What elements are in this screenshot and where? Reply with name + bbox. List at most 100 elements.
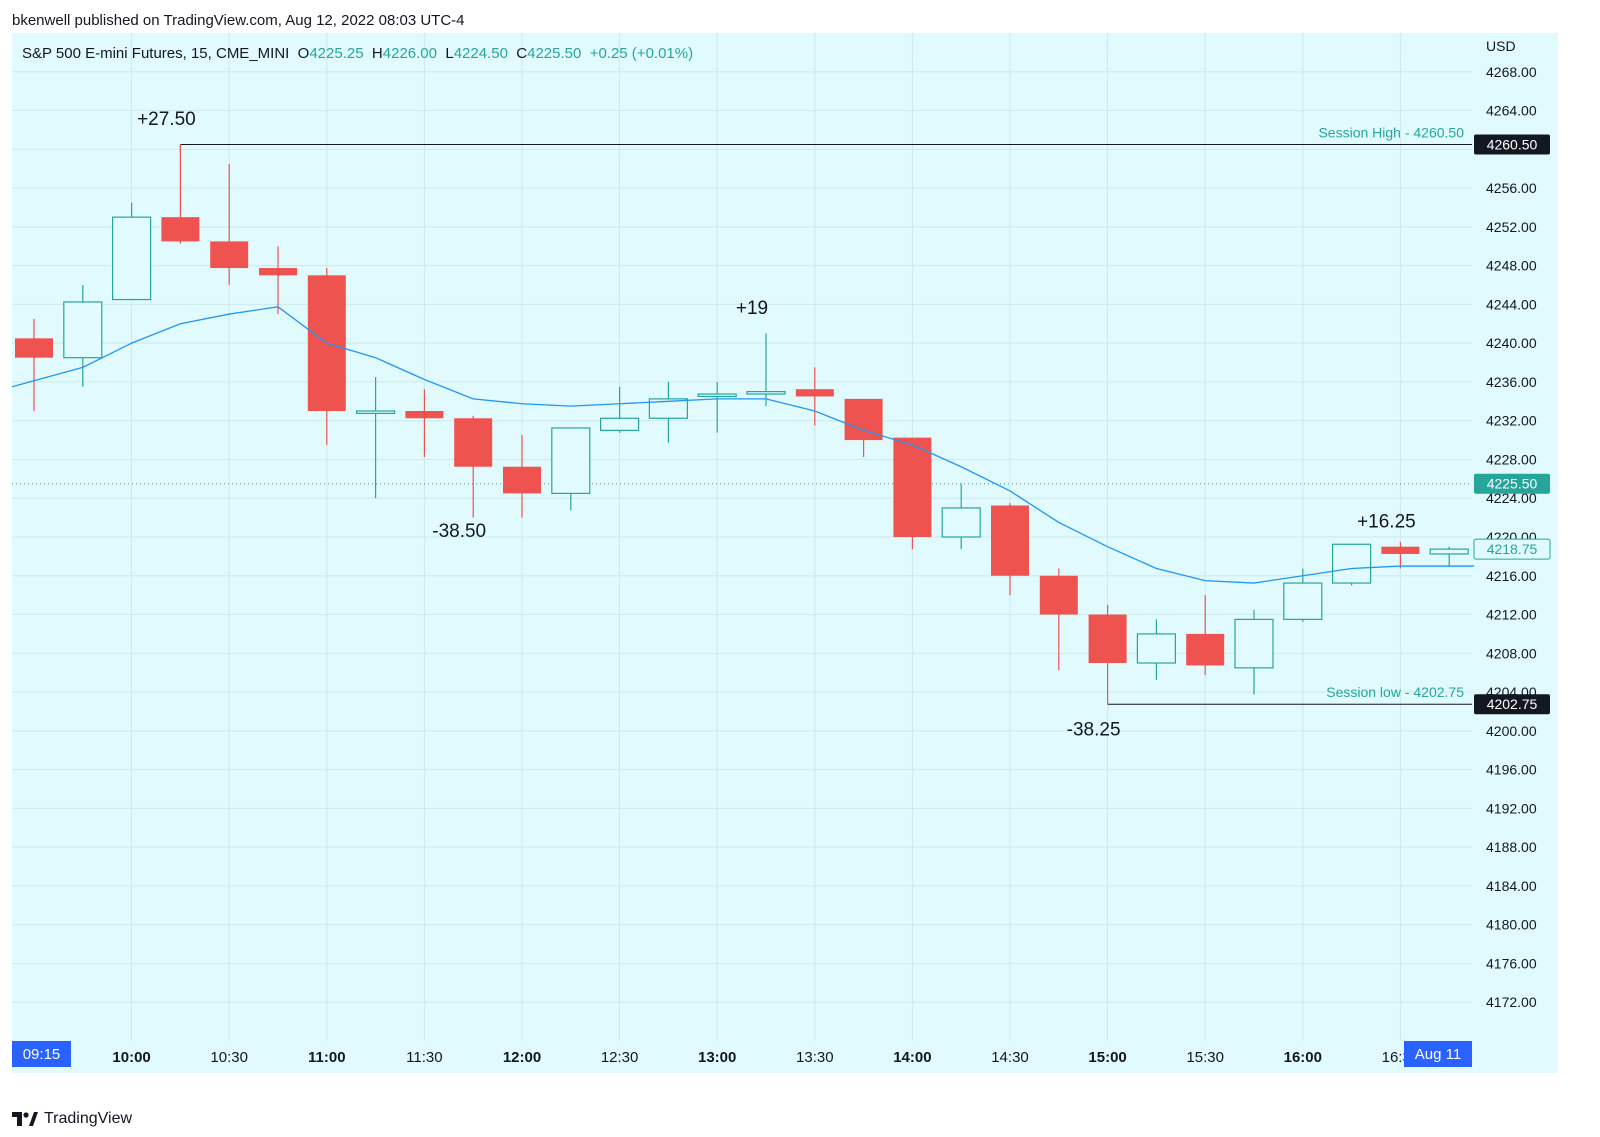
price-tick-label: 4244.00 [1486, 296, 1537, 312]
candle[interactable] [356, 377, 396, 499]
candle[interactable] [1429, 546, 1469, 567]
price-tick-label: 4216.00 [1486, 568, 1537, 584]
candle[interactable] [697, 381, 737, 433]
candle[interactable] [1136, 619, 1177, 680]
change-annotation: -38.25 [1067, 720, 1121, 741]
change-annotation: -38.50 [432, 521, 486, 542]
gridlines [12, 33, 1472, 1041]
candle-body-bull[interactable] [551, 427, 591, 494]
price-tick-label: 4268.00 [1486, 64, 1537, 80]
session-low-price-tag [1474, 694, 1550, 715]
time-tick-label: 11:00 [308, 1049, 346, 1066]
candle-body-bear[interactable] [991, 505, 1029, 576]
time-axis-background [12, 1041, 1558, 1073]
chart-container[interactable]: Session High - 4260.50 Session low - 4202… [12, 33, 1558, 1093]
candle-body-bear[interactable] [15, 338, 53, 358]
candle-body-bull[interactable] [1429, 548, 1469, 555]
time-tick-label: 10:00 [112, 1049, 150, 1066]
candle[interactable] [259, 246, 297, 315]
session-high-price-tag-text: 4260.50 [1487, 136, 1538, 152]
candle[interactable] [503, 435, 541, 518]
price-tick-label: 4196.00 [1486, 762, 1537, 778]
price-tick-label: 4212.00 [1486, 607, 1537, 623]
price-tick-label: 4188.00 [1486, 839, 1537, 855]
candle[interactable] [1283, 568, 1323, 622]
candle-body-bear[interactable] [210, 241, 249, 269]
candle[interactable] [1331, 543, 1372, 586]
candle-body-bear[interactable] [1039, 575, 1078, 615]
candle[interactable] [991, 503, 1029, 596]
time-tick-label: 16:00 [1284, 1049, 1322, 1066]
time-tick-label: 15:30 [1186, 1049, 1224, 1066]
candle-body-bear[interactable] [454, 418, 493, 467]
price-axis[interactable]: 4172.00 4176.00 4180.00 4184.00 4188.00 4192.… [1473, 38, 1551, 1010]
candlestick-chart[interactable]: Session High - 4260.50 Session low - 4202… [12, 33, 1558, 1093]
time-tick-label: 11:30 [406, 1049, 442, 1066]
current-price-tag-text: 4225.50 [1487, 476, 1538, 492]
symbol-name[interactable]: S&P 500 E-mini Futures, 15, CME_MINI [22, 45, 290, 62]
price-tick-label: 4256.00 [1486, 180, 1537, 196]
time-tick-label: 14:30 [991, 1049, 1029, 1066]
time-tick-label: 10:30 [210, 1049, 248, 1066]
candle[interactable] [746, 333, 786, 407]
price-tick-label: 4264.00 [1486, 103, 1537, 119]
price-tick-label: 4224.00 [1486, 490, 1537, 506]
currency-label: USD [1486, 38, 1516, 54]
candle[interactable] [161, 144, 200, 244]
candle-body-bull[interactable] [111, 216, 152, 301]
candle[interactable] [405, 389, 444, 458]
candle[interactable] [210, 163, 249, 285]
candle-body-bear[interactable] [1381, 546, 1420, 554]
candle[interactable] [551, 427, 591, 511]
price-tick-label: 4248.00 [1486, 258, 1537, 274]
tradingview-logo-icon[interactable] [12, 1112, 38, 1126]
candle-body-bear[interactable] [1186, 633, 1225, 666]
candle-body-bull[interactable] [356, 410, 396, 415]
candle[interactable] [795, 367, 834, 426]
candle-body-bear[interactable] [844, 398, 883, 441]
candle[interactable] [111, 202, 152, 301]
price-tick-label: 4180.00 [1486, 917, 1537, 933]
time-axis[interactable]: 09:15 10:00 10:30 11:00 11:30 12:00 12:30 13:00… [12, 1041, 1472, 1067]
tradingview-brand[interactable]: TradingView [44, 1110, 133, 1127]
candle-body-bear[interactable] [503, 466, 541, 494]
candle-body-bull[interactable] [941, 507, 981, 538]
candle[interactable] [844, 398, 883, 458]
candle-body-bull[interactable] [1136, 633, 1177, 664]
candle-body-bear[interactable] [893, 437, 932, 537]
candle-body-bear[interactable] [259, 268, 297, 276]
price-tick-label: 4228.00 [1486, 451, 1537, 467]
candle[interactable] [648, 381, 689, 443]
candle-body-bull[interactable] [1331, 543, 1372, 584]
candle[interactable] [1186, 595, 1225, 676]
candle-body-bear[interactable] [1088, 614, 1127, 663]
candle[interactable] [599, 386, 640, 433]
candle[interactable] [15, 318, 53, 411]
candle[interactable] [1381, 541, 1420, 569]
last-price-tag [1473, 538, 1551, 560]
change-annotation: +19 [736, 298, 768, 319]
candle-body-bull[interactable] [63, 301, 103, 359]
candle[interactable] [941, 483, 981, 550]
candle-body-bull[interactable] [1234, 618, 1274, 669]
candle[interactable] [1088, 604, 1127, 705]
candle[interactable] [893, 437, 932, 550]
candle-body-bull[interactable] [648, 398, 689, 419]
candle-body-bear[interactable] [161, 217, 200, 242]
candle-body-bear[interactable] [795, 389, 834, 397]
time-tick-label: 15:00 [1088, 1049, 1126, 1066]
candle-body-bull[interactable] [1283, 582, 1323, 620]
change-annotation: +27.50 [137, 109, 196, 130]
candle[interactable] [1234, 609, 1274, 695]
candle-body-bull[interactable] [599, 417, 640, 431]
session-high-label: Session High - 4260.50 [1318, 124, 1464, 140]
candle-body-bull[interactable] [746, 391, 786, 395]
candle[interactable] [1039, 568, 1078, 671]
price-tick-label: 4192.00 [1486, 800, 1537, 816]
candle-body-bull[interactable] [697, 393, 737, 398]
candle[interactable] [454, 415, 493, 518]
time-tick-label: 09:15 [23, 1046, 61, 1063]
moving-average [12, 306, 1475, 584]
candle[interactable] [63, 285, 103, 387]
candle-body-bear[interactable] [405, 411, 444, 419]
